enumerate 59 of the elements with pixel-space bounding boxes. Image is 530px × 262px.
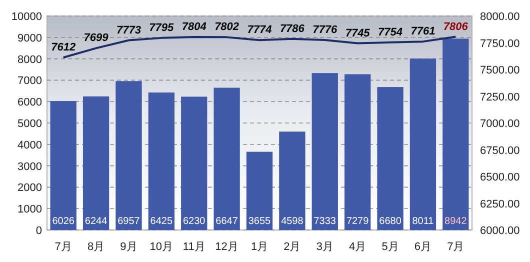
data-label: 7333 [314, 216, 336, 227]
data-label: 6647 [216, 216, 238, 227]
x-tick-label: 4月 [349, 241, 366, 253]
data-label: 6244 [84, 216, 108, 227]
x-tick-label: 3月 [316, 241, 334, 253]
y2-tick-label: 6000.00 [480, 225, 520, 237]
x-tick-label: 7月 [447, 241, 464, 253]
data-label: 7773 [116, 24, 141, 36]
y-tick-label: 7000 [18, 75, 42, 88]
y-tick-label: 0 [36, 225, 42, 237]
x-tick-label: 9月 [120, 241, 138, 253]
y2-tick-label: 6250.00 [480, 198, 520, 210]
x-tick-label: 1月 [250, 241, 268, 253]
data-label: 7745 [345, 27, 371, 40]
data-label: 7804 [182, 20, 206, 33]
y2-tick-label: 7500.00 [480, 64, 520, 76]
y2-tick-label: 6500.00 [480, 172, 520, 184]
data-label: 7774 [247, 24, 272, 36]
y2-tick-label: 6750.00 [480, 144, 520, 157]
data-label: 6680 [379, 216, 402, 227]
data-label: 6026 [52, 216, 75, 227]
data-label: 6425 [150, 216, 173, 227]
data-label: 7802 [214, 21, 240, 34]
y-tick-label: 10000 [11, 11, 42, 23]
y-tick-label: 1000 [18, 204, 42, 216]
x-tick-label: 8月 [87, 241, 105, 253]
data-label: 7795 [149, 22, 175, 34]
data-label: 7612 [51, 42, 76, 54]
y-tick-label: 6000 [18, 96, 42, 109]
y-tick-label: 9000 [18, 32, 42, 44]
x-tick-label: 6月 [414, 241, 432, 253]
data-label: 7699 [84, 32, 110, 44]
y-tick-label: 8000 [18, 54, 42, 66]
data-label: 4598 [281, 216, 304, 227]
data-label: 7754 [378, 26, 403, 38]
data-label: 7761 [410, 26, 436, 38]
data-label: 8011 [412, 216, 434, 227]
x-tick-label: 11月 [182, 241, 206, 253]
y-tick-label: 2000 [18, 182, 42, 194]
y-tick-label: 3000 [18, 160, 42, 173]
data-label: 7776 [312, 24, 338, 36]
data-label: 7279 [346, 216, 370, 227]
y2-tick-label: 8000.00 [480, 11, 520, 23]
data-label: 6957 [118, 216, 140, 227]
y2-tick-label: 7250.00 [480, 91, 520, 104]
y2-tick-label: 7750.00 [480, 38, 520, 50]
data-label: 8942 [444, 216, 468, 227]
y2-tick-label: 7000.00 [480, 118, 520, 130]
y-tick-label: 5000 [18, 118, 42, 130]
data-label: 7806 [443, 20, 469, 33]
data-label: 7786 [280, 22, 306, 35]
x-tick-label: 10月 [150, 241, 174, 253]
x-tick-label: 12月 [215, 241, 238, 253]
data-label: 6230 [182, 216, 206, 227]
x-tick-label: 5月 [382, 241, 399, 253]
y-tick-label: 4000 [18, 139, 42, 152]
data-label: 3655 [248, 216, 272, 227]
x-tick-label: 7月 [54, 241, 72, 253]
x-tick-label: 2月 [284, 241, 301, 253]
